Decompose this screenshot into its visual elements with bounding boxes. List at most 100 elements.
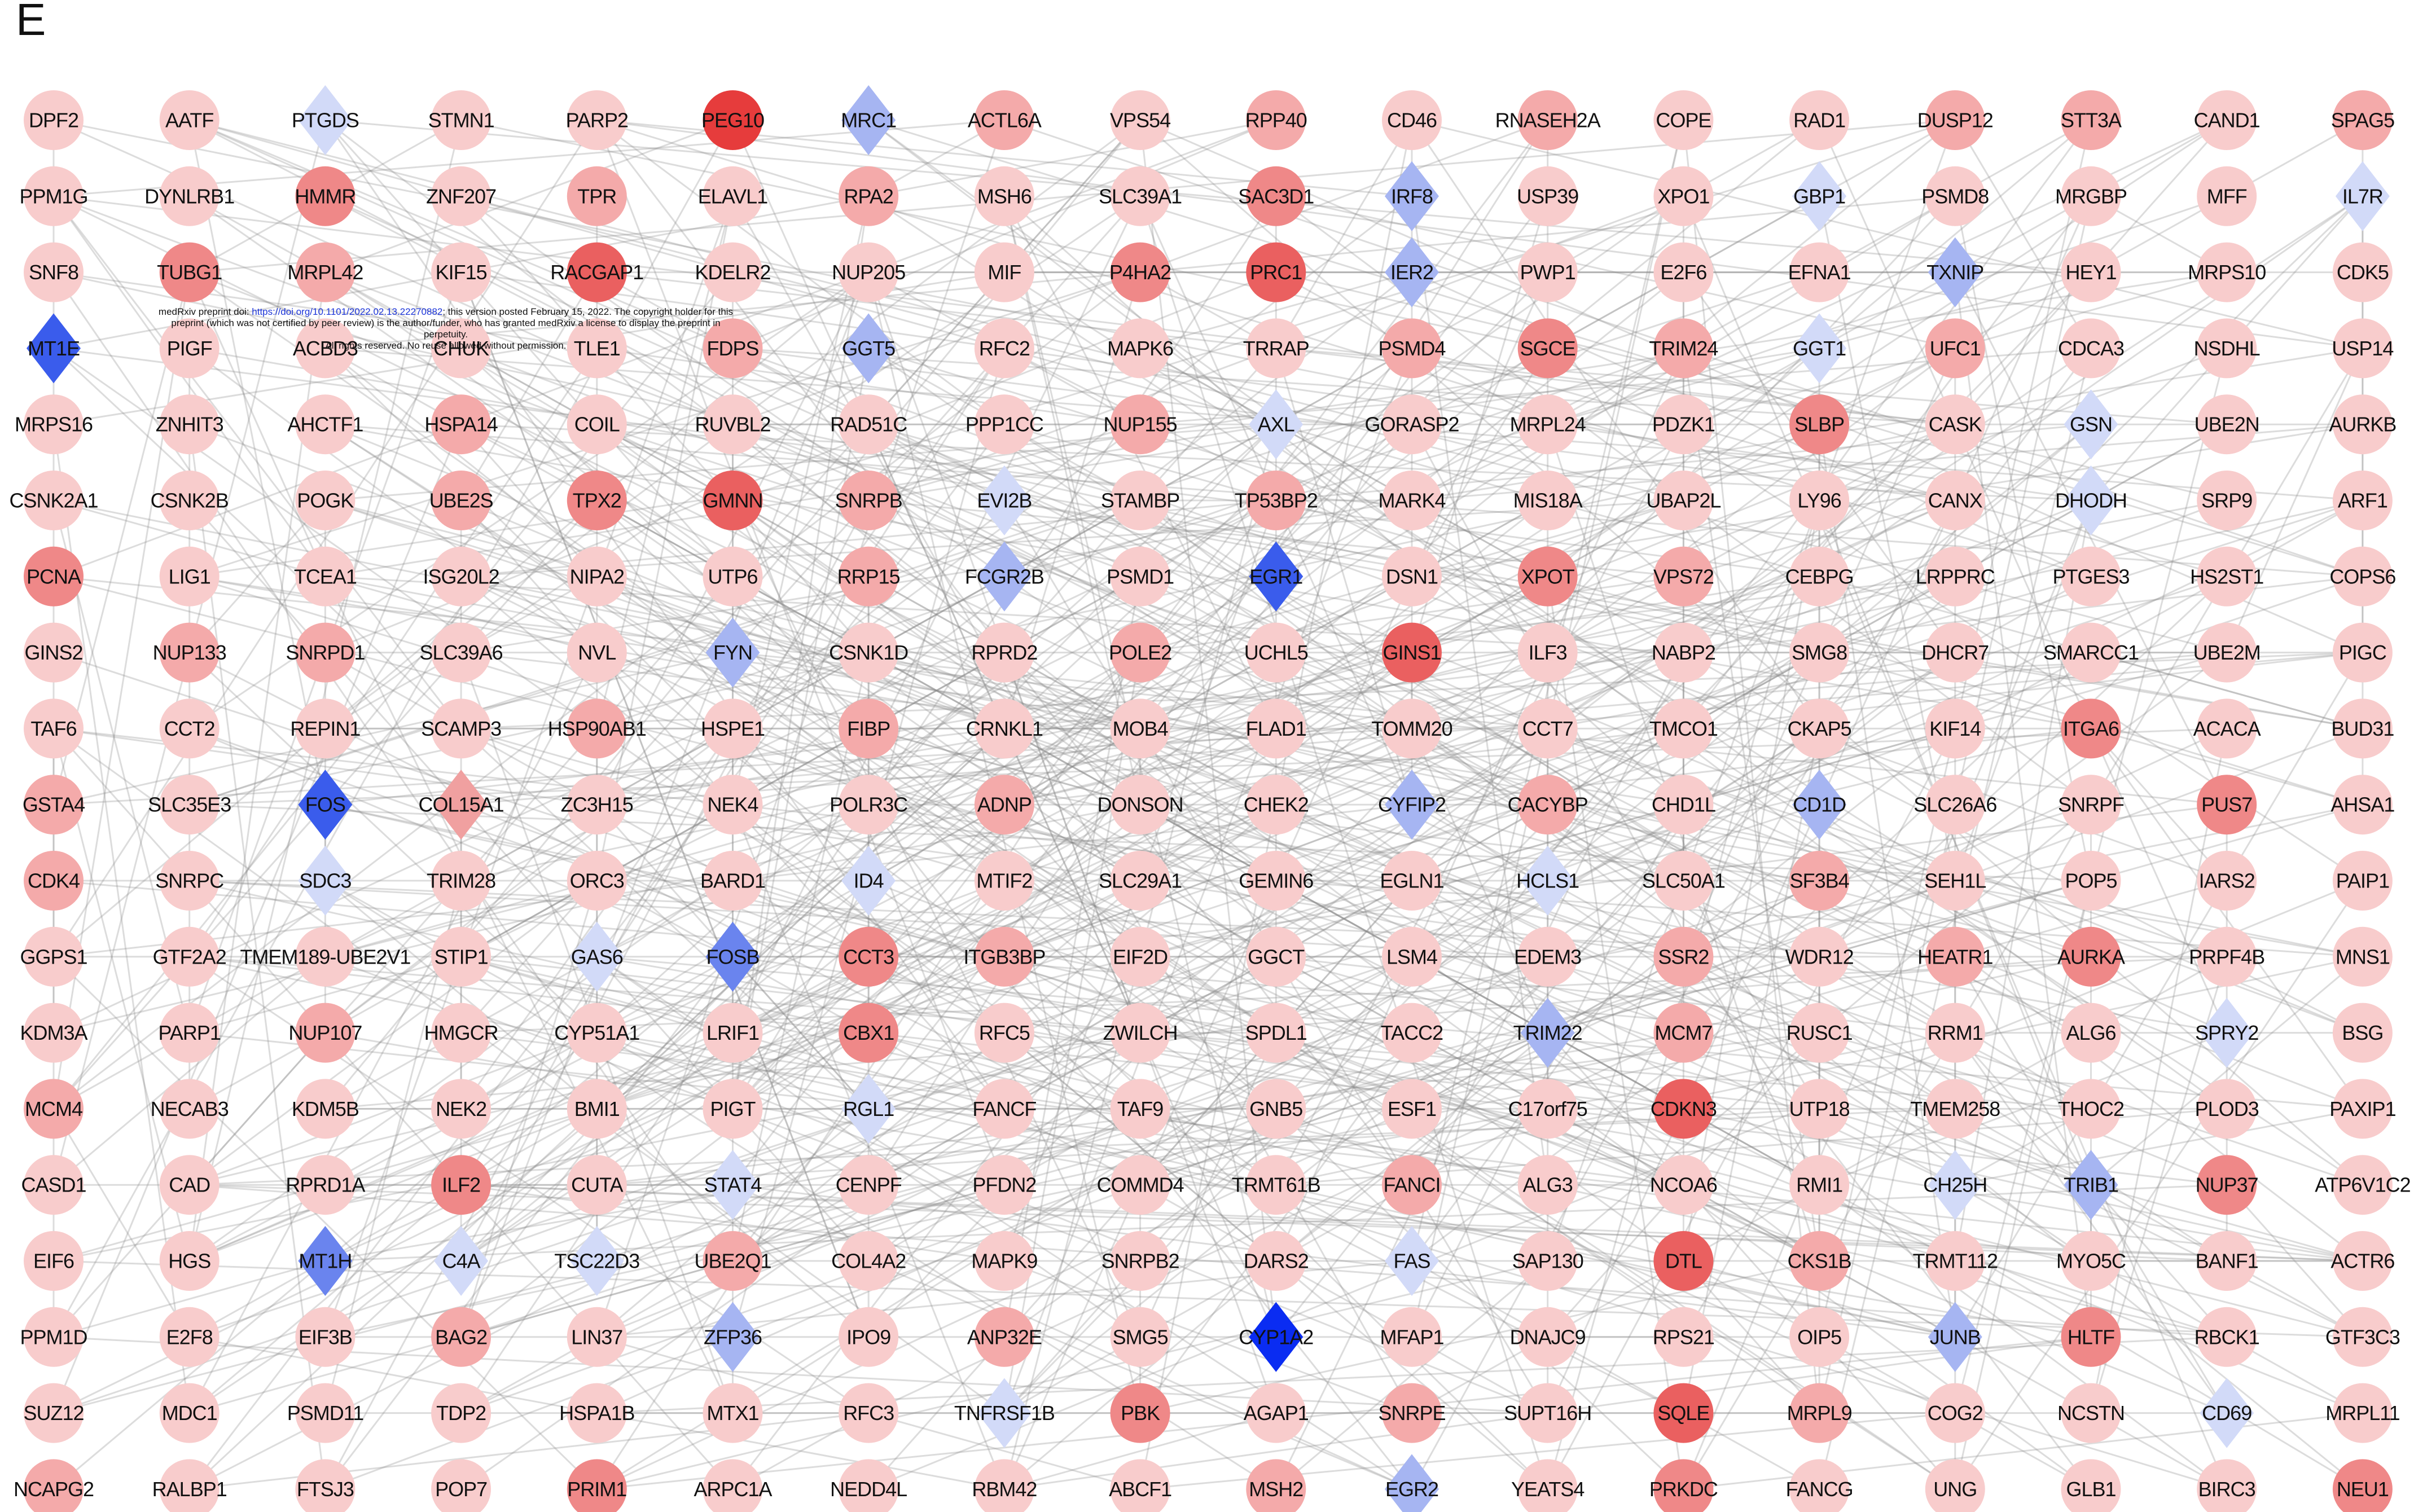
node-circle bbox=[974, 1003, 1034, 1063]
node-label: AHCTF1 bbox=[287, 413, 363, 436]
edge bbox=[1819, 575, 2228, 957]
node: KDM5B bbox=[292, 1079, 359, 1139]
node: PSMD4 bbox=[1378, 318, 1446, 379]
node: MRPS10 bbox=[2188, 242, 2266, 302]
edge bbox=[1683, 1260, 2092, 1490]
node-label: SPRY2 bbox=[2195, 1021, 2258, 1044]
node-label: HS2ST1 bbox=[2190, 565, 2263, 588]
node: RAD51C bbox=[830, 394, 907, 455]
node-label: CDKN3 bbox=[1651, 1097, 1717, 1120]
node-circle bbox=[1925, 471, 1985, 530]
node-circle bbox=[1653, 1307, 1714, 1367]
node-label: BANF1 bbox=[2196, 1250, 2258, 1273]
edge bbox=[324, 423, 1277, 1034]
node-circle bbox=[1653, 1079, 1714, 1139]
node: FOSB bbox=[705, 921, 760, 992]
edge bbox=[732, 119, 1276, 349]
node: PSMD11 bbox=[287, 1383, 364, 1443]
watermark-line: perpetuity. bbox=[424, 329, 468, 340]
node-circle bbox=[1110, 471, 1170, 530]
edge bbox=[460, 880, 1005, 1262]
node-label: RMI1 bbox=[1796, 1173, 1842, 1197]
edge bbox=[1139, 1032, 1277, 1338]
node: WDR12 bbox=[1785, 926, 1854, 987]
edge bbox=[596, 803, 1276, 1110]
node-diamond bbox=[434, 770, 489, 840]
edge bbox=[189, 499, 1141, 806]
node: HEY1 bbox=[2061, 242, 2121, 302]
node-circle bbox=[1789, 1155, 1850, 1215]
node-circle bbox=[24, 1079, 84, 1139]
node-label: MTIF2 bbox=[976, 869, 1032, 893]
edge bbox=[460, 1032, 1412, 1338]
node-label: UBAP2L bbox=[1646, 489, 1720, 512]
node: TOMM20 bbox=[1371, 698, 1453, 759]
node: IER2 bbox=[1385, 237, 1439, 307]
node-diamond bbox=[1249, 541, 1303, 612]
node-label: ATP6V1C2 bbox=[2315, 1173, 2410, 1197]
edge bbox=[732, 120, 1141, 577]
node-label: LIN37 bbox=[571, 1325, 622, 1348]
node-circle bbox=[159, 622, 220, 683]
node-circle bbox=[2061, 318, 2121, 379]
edge bbox=[868, 348, 1277, 806]
node-circle bbox=[839, 1459, 899, 1512]
node-label: PIGF bbox=[167, 337, 212, 360]
node: ZNHIT3 bbox=[156, 394, 224, 455]
edge bbox=[596, 575, 1956, 806]
node: HMGCR bbox=[424, 1003, 499, 1063]
node: GNB5 bbox=[1246, 1079, 1306, 1139]
watermark-link[interactable]: https://doi.org/10.1101/2022.02.13.22270… bbox=[252, 306, 442, 317]
node: CACYBP bbox=[1508, 775, 1588, 835]
node-circle bbox=[1382, 622, 1442, 683]
node-circle bbox=[1789, 622, 1850, 683]
node: SLC39A6 bbox=[420, 622, 503, 683]
edge bbox=[732, 804, 1006, 1489]
edge bbox=[461, 1184, 2363, 1262]
node: GGT1 bbox=[1792, 313, 1846, 384]
node-circle bbox=[1110, 1307, 1170, 1367]
edge bbox=[52, 195, 326, 577]
node-diamond bbox=[841, 1074, 896, 1144]
node-circle bbox=[1517, 394, 1578, 455]
edge bbox=[596, 119, 1005, 425]
node-circle bbox=[839, 622, 899, 683]
node-circle bbox=[1382, 318, 1442, 379]
node-label: FLAD1 bbox=[1246, 717, 1306, 740]
node-circle bbox=[295, 1079, 355, 1139]
node: CCT3 bbox=[839, 926, 899, 987]
edge bbox=[189, 956, 2227, 1186]
edge bbox=[53, 880, 1141, 1414]
edge bbox=[868, 423, 1141, 502]
node-label: RRM1 bbox=[1928, 1021, 1983, 1044]
node: HEATR1 bbox=[1917, 926, 1993, 987]
node: C4A bbox=[434, 1226, 489, 1296]
node-circle bbox=[1517, 1307, 1578, 1367]
edge bbox=[52, 195, 462, 729]
node-circle bbox=[2197, 546, 2257, 606]
node: CD46 bbox=[1382, 90, 1442, 150]
node-circle bbox=[1110, 1383, 1170, 1443]
node-circle bbox=[24, 394, 84, 455]
node-label: SLC26A6 bbox=[1913, 793, 1996, 816]
edge bbox=[1547, 500, 1820, 1489]
node-label: TP53BP2 bbox=[1235, 489, 1318, 512]
node-diamond bbox=[705, 617, 760, 688]
node-label: GORASP2 bbox=[1364, 413, 1459, 436]
node-label: ZNHIT3 bbox=[156, 413, 223, 436]
node: GMNN bbox=[703, 471, 763, 530]
node-label: EGR2 bbox=[1385, 1478, 1438, 1501]
node-circle bbox=[1517, 1155, 1578, 1215]
node-label: BIRC3 bbox=[2198, 1478, 2255, 1501]
node-label: CASK bbox=[1929, 413, 1982, 436]
node-label: LIG1 bbox=[169, 565, 210, 588]
node-label: MAPK6 bbox=[1107, 337, 1173, 360]
edge bbox=[189, 880, 2091, 1414]
edge bbox=[732, 119, 2092, 1262]
node-label: HCLS1 bbox=[1516, 869, 1579, 893]
node-circle bbox=[839, 471, 899, 530]
node-circle bbox=[2197, 622, 2257, 683]
node-label: MRPS16 bbox=[15, 413, 93, 436]
edge bbox=[1819, 499, 2227, 578]
node-label: CCT3 bbox=[843, 945, 894, 968]
